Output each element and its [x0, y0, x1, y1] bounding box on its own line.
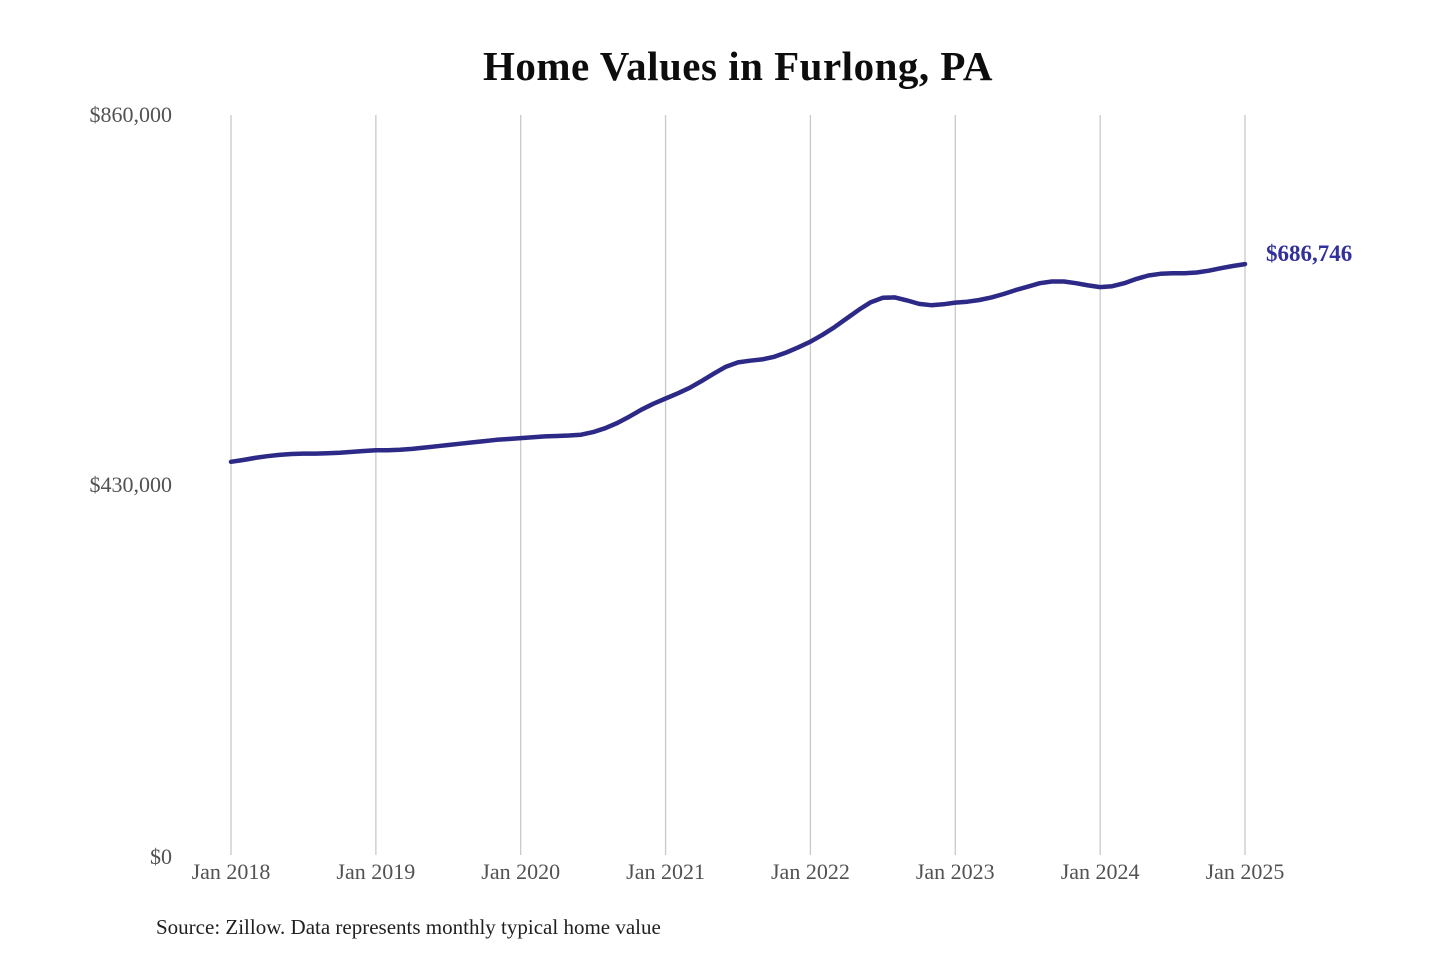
y-tick-label-430000: $430,000 [89, 472, 173, 497]
x-tick-label: Jan 2023 [915, 859, 995, 884]
home-value-line [228, 261, 1248, 465]
x-tick-label: Jan 2019 [336, 859, 416, 884]
source-note: Source: Zillow. Data represents monthly … [156, 915, 661, 939]
latest-value-label: $686,746 [1266, 241, 1353, 266]
x-tick-label: Jan 2021 [626, 859, 705, 884]
x-tick-label: Jan 2025 [1205, 859, 1285, 884]
x-tick-label: Jan 2022 [771, 859, 850, 884]
y-tick-label-860000: $860,000 [89, 102, 173, 127]
vertical-gridlines [230, 115, 1246, 855]
y-tick-label-0: $0 [150, 844, 172, 869]
x-tick-label: Jan 2018 [191, 859, 271, 884]
chart-title: Home Values in Furlong, PA [483, 43, 993, 89]
x-tick-label: Jan 2020 [481, 859, 561, 884]
x-tick-label: Jan 2024 [1060, 859, 1140, 884]
